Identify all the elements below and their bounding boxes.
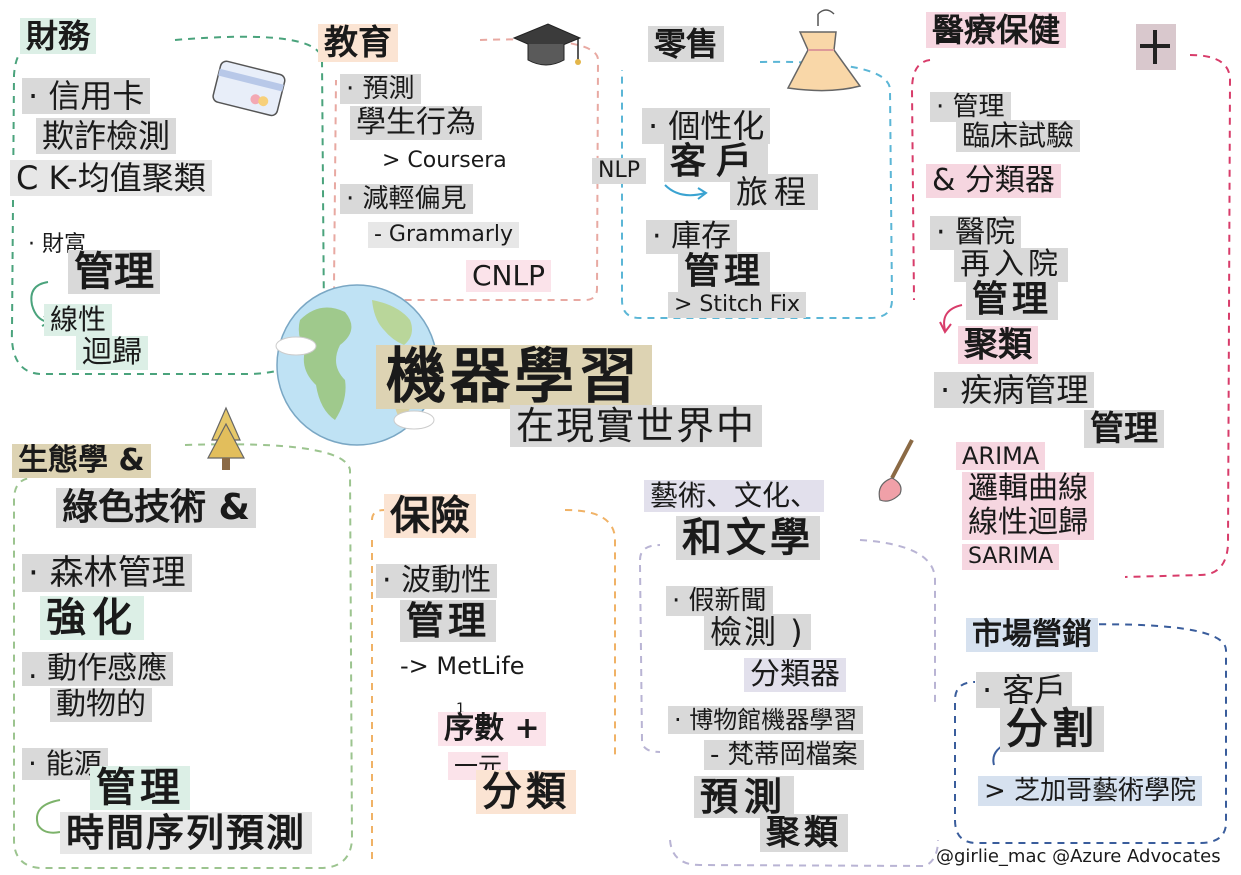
finance-kmeans: C K-均值聚類 bbox=[10, 160, 212, 196]
retail-item-personalize: · 個性化 bbox=[642, 108, 771, 144]
education-item-predict: · 預測 bbox=[340, 74, 421, 104]
ecology-arrow bbox=[36, 799, 61, 834]
health-clustering: 聚類 bbox=[958, 326, 1038, 364]
finance-item-credit-card: · 信用卡 bbox=[22, 78, 151, 114]
ecology-border bbox=[13, 443, 354, 869]
arts-classifier: 分類器 bbox=[744, 658, 846, 692]
education-grammarly: - Grammarly bbox=[368, 222, 520, 248]
ecology-management: 管理 bbox=[90, 766, 190, 810]
finance-regression: 迴歸 bbox=[76, 336, 148, 370]
health-arrow bbox=[943, 304, 963, 331]
health-item-disease: · 疾病管理 bbox=[934, 372, 1095, 408]
graduation-cap-icon bbox=[512, 23, 582, 66]
finance-border bbox=[10, 35, 326, 375]
plus-icon bbox=[1136, 24, 1176, 70]
tree-icon bbox=[207, 406, 245, 470]
arts-vatican: - 梵蒂岡檔案 bbox=[704, 740, 864, 770]
marketing-heading: 市場營銷 bbox=[966, 618, 1098, 652]
education-heading: 教育 bbox=[318, 24, 398, 62]
ecology-heading-green: 綠色技術 & bbox=[56, 488, 256, 528]
subtitle: 在現實世界中 bbox=[510, 405, 763, 447]
retail-management: 管理 bbox=[678, 252, 771, 292]
health-item-manage: · 管理 bbox=[930, 92, 1011, 122]
finance-heading: 財務 bbox=[20, 18, 97, 54]
credit-card-icon bbox=[212, 60, 286, 117]
ecology-item-forest: · 森林管理 bbox=[22, 554, 192, 592]
insurance-border bbox=[371, 509, 616, 865]
retail-item-inventory: · 庫存 bbox=[646, 220, 738, 254]
marketing-art-institute: > 芝加哥藝術學院 bbox=[978, 776, 1203, 806]
retail-journey: 旅程 bbox=[730, 174, 819, 210]
education-student-behavior: 學生行為 bbox=[350, 106, 482, 140]
health-management: 管理 bbox=[966, 280, 1059, 320]
ecology-heading: 生態學 & bbox=[12, 444, 151, 478]
arts-heading-literature: 和文學 bbox=[676, 516, 820, 560]
insurance-management: 管理 bbox=[400, 600, 497, 642]
insurance-item-volatility: · 波動性 bbox=[376, 564, 498, 598]
health-border bbox=[910, 54, 1232, 578]
finance-management: 管理 bbox=[68, 250, 160, 294]
author-credit: @girlie_mac @Azure Advocates bbox=[936, 846, 1221, 867]
arts-detection: 檢測 ) bbox=[704, 614, 811, 650]
nlp-arrow bbox=[664, 184, 706, 197]
insurance-superscript: 1 bbox=[456, 701, 465, 717]
education-cnlp: CNLP bbox=[466, 260, 551, 292]
ecology-reinforcement: 強化 bbox=[40, 596, 144, 640]
main-title: 機器學習 bbox=[376, 345, 652, 409]
dress-icon bbox=[786, 9, 862, 92]
ecology-item-motion: . 動作感應 bbox=[22, 652, 174, 686]
arts-clustering: 聚類 bbox=[760, 814, 848, 852]
insurance-ordinal: 序數 + bbox=[438, 712, 546, 746]
ecology-time-series: 時間序列預測 bbox=[60, 812, 313, 854]
arts-heading: 藝術、文化、 bbox=[644, 480, 825, 512]
finance-fraud-detection: 欺詐檢測 bbox=[36, 118, 177, 154]
arts-item-museum: · 博物館機器學習 bbox=[668, 706, 864, 734]
health-sarima: SARIMA bbox=[962, 544, 1060, 570]
health-item-hospital: · 醫院 bbox=[930, 216, 1022, 250]
paintbrush-icon bbox=[878, 439, 914, 502]
health-arima: ARIMA bbox=[956, 442, 1046, 470]
finance-arrow bbox=[30, 281, 49, 323]
marketing-segmentation: 分割 bbox=[1000, 706, 1105, 752]
arts-item-fake-news: · 假新聞 bbox=[666, 586, 773, 616]
ecology-animals: 動物的 bbox=[50, 688, 152, 722]
health-clinical-trials: 臨床試驗 bbox=[956, 120, 1081, 152]
insurance-metlife: -> MetLife bbox=[400, 652, 525, 680]
retail-heading: 零售 bbox=[648, 26, 725, 62]
finance-linear: 線性 bbox=[44, 304, 113, 336]
insurance-classification: 分類 bbox=[476, 770, 576, 814]
health-heading: 醫療保健 bbox=[926, 12, 1067, 48]
health-logistic: 邏輯曲線 bbox=[962, 472, 1094, 506]
education-item-bias: · 減輕偏見 bbox=[340, 184, 473, 214]
ecology-item-energy: · 能源 bbox=[22, 748, 108, 780]
health-disease-management: 管理 bbox=[1084, 410, 1164, 448]
marketing-item-customer: · 客戶 bbox=[976, 672, 1073, 708]
retail-nlp: NLP bbox=[592, 158, 646, 184]
arts-prediction: 預測 bbox=[694, 776, 795, 818]
insurance-heading: 保險 bbox=[384, 494, 476, 538]
retail-stitchfix: > Stitch Fix bbox=[668, 292, 806, 318]
education-coursera: > Coursera bbox=[382, 148, 507, 173]
health-readmission: 再入院 bbox=[954, 248, 1068, 282]
health-classifier: & 分類器 bbox=[926, 164, 1061, 198]
health-linear-regression: 線性迴歸 bbox=[962, 506, 1094, 540]
